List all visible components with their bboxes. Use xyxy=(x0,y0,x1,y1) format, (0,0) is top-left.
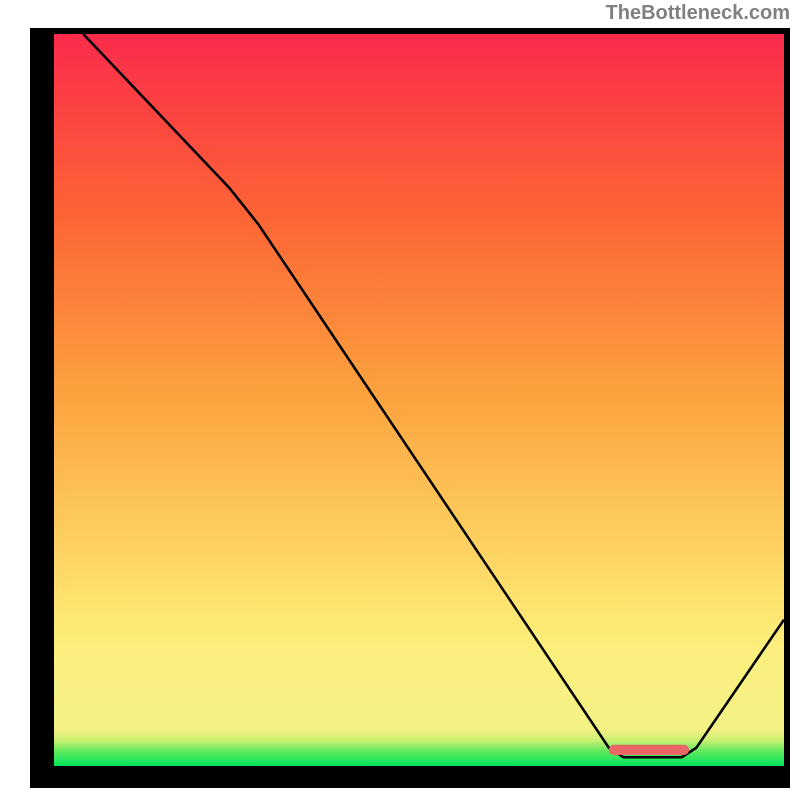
curve-line xyxy=(83,34,784,757)
chart-overlay xyxy=(54,34,784,766)
flat-marker xyxy=(609,745,689,755)
plot-area xyxy=(54,34,784,766)
plot-frame xyxy=(30,28,790,788)
chart-container: TheBottleneck.com xyxy=(0,0,800,800)
watermark-text: TheBottleneck.com xyxy=(606,2,790,25)
